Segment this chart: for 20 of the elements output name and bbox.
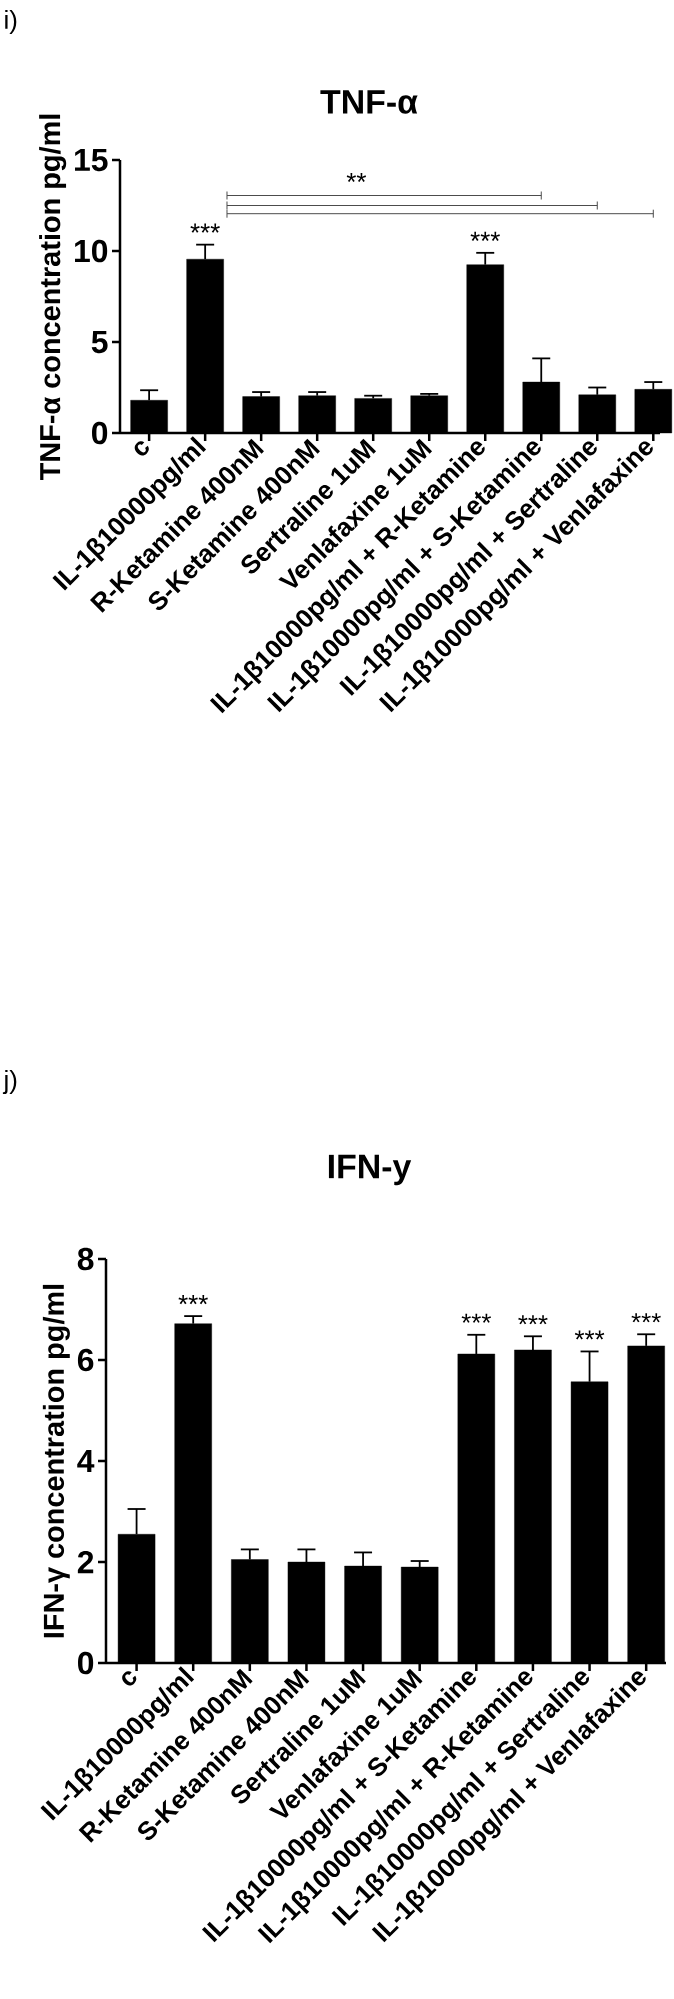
chart-title: TNF-α xyxy=(320,90,418,114)
y-tick-label: 10 xyxy=(75,239,108,263)
annotation: *** xyxy=(518,1315,548,1325)
y-tick-label: 6 xyxy=(77,1348,94,1372)
annotation: ** xyxy=(346,172,367,183)
y-tick-label: 2 xyxy=(77,1550,94,1574)
y-tick-label: 5 xyxy=(91,330,108,354)
annotation: *** xyxy=(631,1313,661,1323)
annotation: *** xyxy=(461,1313,492,1323)
y-axis-title: IFN-γ concentration pg/ml xyxy=(42,1284,70,1638)
y-tick-label: 15 xyxy=(75,148,108,172)
annotation: *** xyxy=(178,1295,208,1305)
annotation: *** xyxy=(574,1330,605,1340)
y-tick-label: 8 xyxy=(77,1247,94,1271)
chart-title: IFN-y xyxy=(328,1154,412,1186)
text: i) xyxy=(5,9,17,35)
annotation: *** xyxy=(190,223,220,233)
y-tick-label: 4 xyxy=(77,1450,95,1472)
text: j) xyxy=(2,1069,17,1095)
annotation: *** xyxy=(470,231,500,241)
